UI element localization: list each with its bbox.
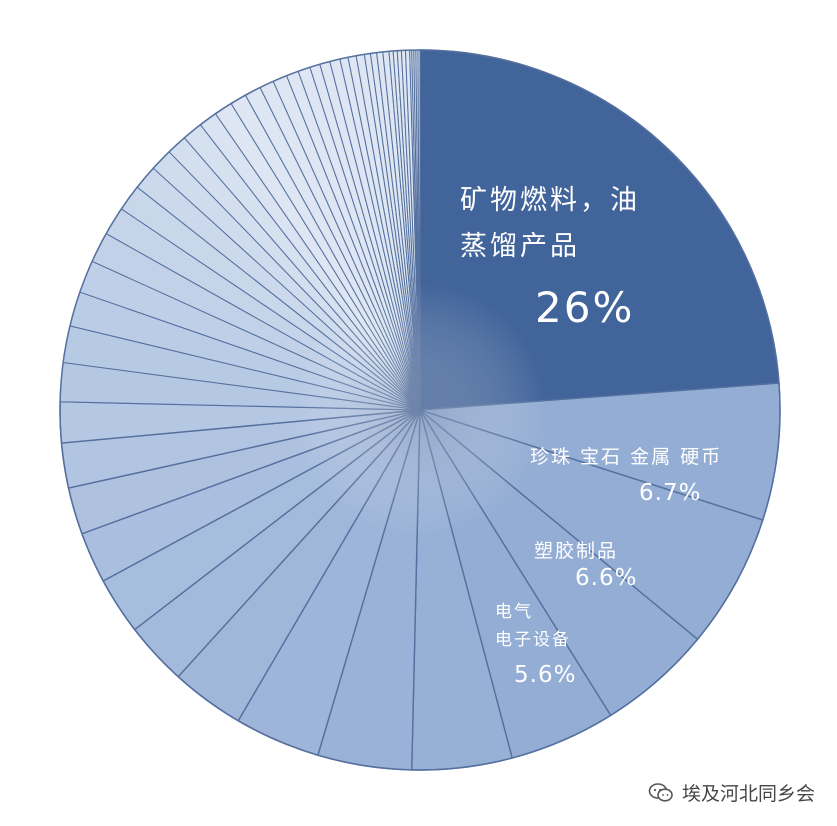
slice-label-fuels-line2: 蒸馏产品	[460, 231, 580, 262]
slice-label-fuels-line1: 矿物燃料，油	[460, 185, 640, 216]
pie-slices	[59, 49, 781, 771]
slice-label-pearls: 珍珠 宝石 金属 硬币	[530, 446, 723, 468]
slice-label-electrical-line2: 电子设备	[495, 630, 571, 650]
slice-label-electrical: 电气 电子设备	[495, 598, 571, 654]
pie-outline	[59, 49, 781, 771]
slice-value-fuels: 26%	[535, 283, 635, 332]
slice-value-pearls: 6.7%	[639, 480, 702, 506]
watermark: 埃及河北同乡会	[648, 779, 815, 806]
pie-center-shading	[60, 50, 780, 770]
slice-label-plastics: 塑胶制品	[534, 540, 619, 562]
slice-label-fuels: 矿物燃料，油 蒸馏产品	[460, 178, 640, 270]
slice-value-plastics: 6.6%	[575, 565, 638, 591]
slice-value-electrical: 5.6%	[514, 662, 577, 688]
watermark-text: 埃及河北同乡会	[681, 783, 815, 805]
slice-label-electrical-line1: 电气	[495, 602, 533, 622]
wechat-icon	[648, 782, 674, 804]
